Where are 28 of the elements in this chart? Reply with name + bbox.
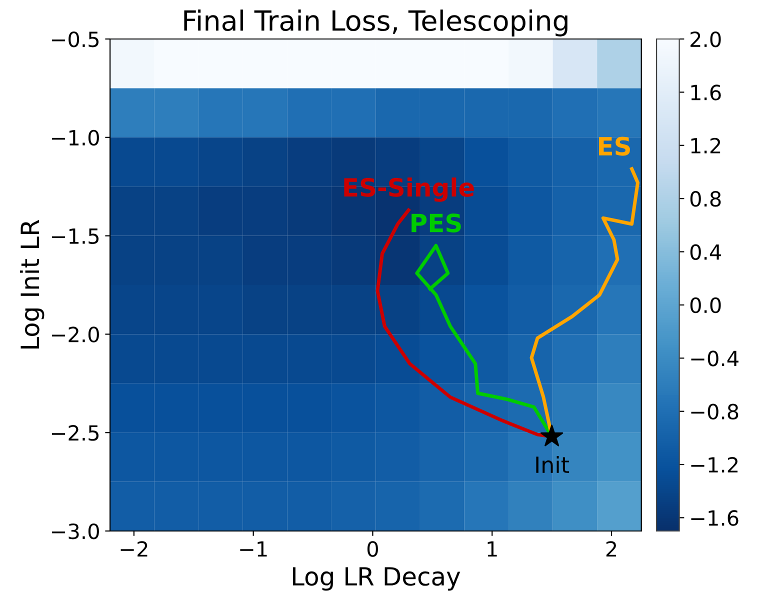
series-label: ES bbox=[599, 136, 630, 156]
series-label: Init bbox=[536, 456, 570, 473]
x-axis-title: Log LR Decay bbox=[292, 567, 460, 591]
color-bar-label: 1.2 bbox=[691, 138, 720, 154]
series-label: PES bbox=[412, 214, 461, 232]
color-bar-label: −0.8 bbox=[691, 404, 738, 420]
color-bar-label: 0.0 bbox=[690, 297, 721, 314]
color-bar-label: 1.6 bbox=[691, 84, 721, 100]
color-bar-label: 0.8 bbox=[690, 191, 721, 207]
y-tick-label: −3.0 bbox=[52, 523, 99, 540]
color-bar-label: 0.4 bbox=[690, 244, 721, 260]
y-tick-label: −1.0 bbox=[52, 130, 99, 146]
color-bar-label: −1.6 bbox=[691, 510, 738, 526]
x-tick-label: 1 bbox=[488, 541, 497, 557]
y-tick-label: −2.0 bbox=[52, 326, 99, 342]
series-label: ES-Single bbox=[344, 177, 474, 202]
chart-title: Final Train Loss, Telescoping bbox=[184, 10, 568, 36]
color-bar-label: −1.2 bbox=[691, 456, 738, 472]
color-bar-label: −0.4 bbox=[691, 350, 738, 366]
y-tick-label: −2.5 bbox=[52, 425, 99, 441]
color-bar-label: 2.0 bbox=[690, 31, 721, 48]
y-tick-label: −0.5 bbox=[52, 31, 99, 48]
x-tick-label: −1 bbox=[240, 541, 267, 557]
y-axis-title: Log Init LR bbox=[20, 220, 44, 348]
y-tick-label: −1.5 bbox=[52, 228, 99, 244]
x-tick-label: −2 bbox=[120, 541, 148, 557]
x-tick-label: 0 bbox=[367, 541, 378, 557]
x-tick-label: 2 bbox=[606, 541, 616, 557]
